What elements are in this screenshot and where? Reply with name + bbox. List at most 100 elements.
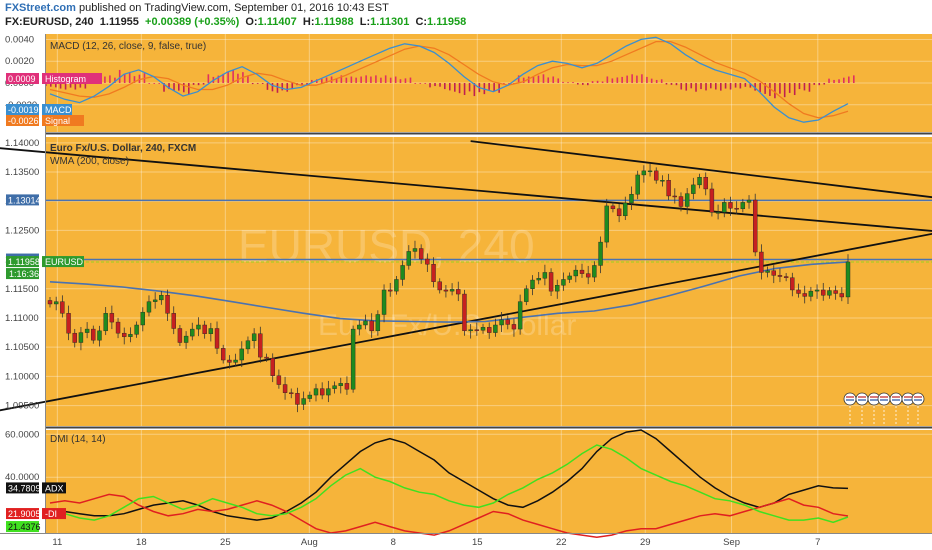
candle-body[interactable] — [97, 330, 102, 341]
candle-body[interactable] — [233, 359, 238, 363]
candle-body[interactable] — [332, 385, 337, 389]
macd-panel[interactable] — [45, 36, 855, 123]
candle-body[interactable] — [839, 293, 845, 298]
trend-line[interactable] — [0, 208, 932, 425]
candle-body[interactable] — [505, 319, 510, 325]
candle-body[interactable] — [258, 333, 263, 358]
candle-body[interactable] — [802, 293, 807, 297]
candle-body[interactable] — [245, 340, 251, 350]
candle-body[interactable] — [790, 277, 795, 291]
candle-body[interactable] — [350, 328, 356, 390]
candle-body[interactable] — [666, 180, 671, 197]
candle-body[interactable] — [418, 248, 424, 260]
candle-body[interactable] — [610, 205, 616, 210]
candle-body[interactable] — [456, 289, 461, 295]
candle-body[interactable] — [282, 384, 288, 393]
candle-body[interactable] — [177, 328, 183, 343]
candle-body[interactable] — [276, 375, 282, 385]
candle-body[interactable] — [190, 328, 195, 337]
candle-body[interactable] — [672, 195, 677, 198]
brand-link[interactable]: FXStreet.com — [5, 2, 76, 14]
candle-body[interactable] — [227, 359, 232, 363]
candle-body[interactable] — [134, 324, 139, 335]
candle-body[interactable] — [635, 174, 640, 195]
candle-body[interactable] — [709, 188, 715, 213]
candle-body[interactable] — [468, 329, 473, 332]
economic-event-icon[interactable] — [911, 392, 925, 424]
candle-body[interactable] — [84, 328, 90, 333]
candle-body[interactable] — [146, 301, 152, 313]
candle-body[interactable] — [165, 295, 170, 314]
candle-body[interactable] — [251, 333, 257, 341]
candle-body[interactable] — [289, 392, 294, 394]
candle-body[interactable] — [196, 324, 201, 330]
candle-body[interactable] — [171, 313, 176, 329]
candle-body[interactable] — [183, 335, 189, 343]
candle-body[interactable] — [344, 383, 350, 390]
candle-body[interactable] — [214, 328, 220, 349]
candle-body[interactable] — [517, 301, 523, 330]
candle-body[interactable] — [122, 332, 127, 337]
candle-body[interactable] — [239, 348, 244, 361]
candle-body[interactable] — [654, 170, 659, 181]
candle-body[interactable] — [60, 301, 65, 314]
candle-body[interactable] — [796, 289, 801, 294]
candle-body[interactable] — [202, 324, 207, 334]
candle-body[interactable] — [771, 270, 776, 276]
candle-body[interactable] — [765, 270, 770, 273]
candle-body[interactable] — [319, 388, 325, 396]
candle-body[interactable] — [691, 184, 696, 194]
candle-body[interactable] — [159, 295, 164, 301]
dmi-panel[interactable] — [49, 429, 849, 539]
economic-event-icon[interactable] — [877, 392, 891, 424]
candle-body[interactable] — [697, 177, 702, 186]
candle-body[interactable] — [783, 276, 789, 278]
candle-body[interactable] — [375, 314, 381, 332]
candle-body[interactable] — [449, 289, 455, 292]
candle-body[interactable] — [425, 258, 430, 265]
candle-body[interactable] — [821, 289, 826, 296]
candle-body[interactable] — [72, 332, 77, 343]
candle-body[interactable] — [561, 279, 566, 286]
candle-body[interactable] — [555, 285, 560, 292]
candle-body[interactable] — [629, 194, 634, 204]
trend-line[interactable] — [0, 141, 932, 243]
candle-body[interactable] — [357, 324, 362, 330]
candle-body[interactable] — [369, 320, 374, 332]
candle-body[interactable] — [814, 289, 820, 292]
candle-body[interactable] — [623, 202, 628, 217]
candle-body[interactable] — [808, 290, 814, 297]
candle-body[interactable] — [400, 265, 405, 280]
candle-body[interactable] — [388, 289, 393, 292]
candle-body[interactable] — [437, 281, 442, 291]
candle-body[interactable] — [412, 248, 418, 252]
candle-body[interactable] — [827, 290, 832, 296]
candle-body[interactable] — [78, 332, 84, 343]
candle-body[interactable] — [728, 202, 733, 209]
candle-body[interactable] — [301, 398, 306, 405]
candle-body[interactable] — [734, 208, 739, 210]
candle-body[interactable] — [462, 293, 467, 332]
price-panel[interactable] — [0, 140, 932, 425]
candle-body[interactable] — [363, 320, 368, 326]
candle-body[interactable] — [53, 301, 59, 305]
candle-body[interactable] — [542, 272, 548, 279]
candle-body[interactable] — [647, 170, 653, 173]
candle-body[interactable] — [845, 261, 851, 298]
candle-body[interactable] — [406, 251, 411, 266]
candle-body[interactable] — [326, 388, 331, 396]
candle-body[interactable] — [511, 324, 517, 330]
candle-body[interactable] — [109, 313, 115, 323]
candle-body[interactable] — [524, 288, 529, 302]
candle-body[interactable] — [270, 358, 275, 376]
candle-body[interactable] — [140, 311, 145, 326]
candle-body[interactable] — [128, 334, 133, 337]
candle-body[interactable] — [678, 196, 684, 207]
candle-body[interactable] — [208, 328, 214, 334]
candle-body[interactable] — [746, 199, 752, 203]
candle-body[interactable] — [493, 324, 498, 333]
candle-body[interactable] — [715, 212, 721, 214]
candle-body[interactable] — [759, 251, 764, 273]
candle-body[interactable] — [103, 313, 108, 332]
candle-body[interactable] — [684, 193, 690, 207]
